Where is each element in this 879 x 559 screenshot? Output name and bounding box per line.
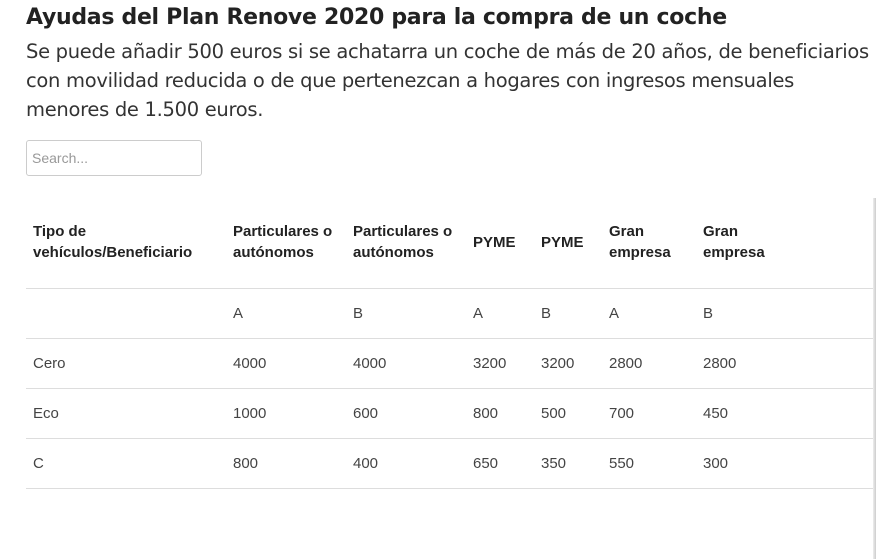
table-cell: 550 bbox=[602, 438, 696, 489]
table-cell: Cero bbox=[26, 338, 226, 389]
table-cell: 3200 bbox=[466, 338, 534, 389]
table-cell: A bbox=[226, 288, 346, 339]
column-header: Gran empresa bbox=[696, 196, 873, 289]
column-header-text: PYME bbox=[541, 233, 584, 251]
table-row: Eco 1000 600 800 500 700 450 bbox=[26, 388, 873, 439]
table-body: A B A B A B Cero 4000 4000 3200 3200 2800 2800 Eco 100… bbox=[26, 288, 873, 489]
table-cell: 4000 bbox=[346, 338, 466, 389]
table-cell: 2800 bbox=[696, 338, 873, 389]
table-cell: 600 bbox=[346, 388, 466, 439]
column-header-text: Particulares o autónomos bbox=[233, 223, 333, 261]
column-header: Gran empresa bbox=[602, 196, 696, 289]
scroll-edge bbox=[873, 198, 876, 559]
table-cell: 300 bbox=[696, 438, 873, 489]
subtitle: Se puede añadir 500 euros si se achatarr… bbox=[26, 40, 869, 121]
header-row: Tipo de vehículos/Beneficiario Particular… bbox=[26, 196, 873, 289]
table-cell: 3200 bbox=[534, 338, 602, 389]
table-cell: 2800 bbox=[602, 338, 696, 389]
column-header: PYME bbox=[466, 196, 534, 289]
title: Ayudas del Plan Renove 2020 para la comp… bbox=[26, 5, 727, 30]
table-cell: 350 bbox=[534, 438, 602, 489]
column-header: PYME bbox=[534, 196, 602, 289]
table-cell: 650 bbox=[466, 438, 534, 489]
table-cell bbox=[26, 288, 226, 339]
table-cell: 1000 bbox=[226, 388, 346, 439]
table-cell: Eco bbox=[26, 388, 226, 439]
column-header-text: Tipo de vehículos/Beneficiario bbox=[33, 223, 193, 261]
table-cell: C bbox=[26, 438, 226, 489]
column-header: Particulares o autónomos bbox=[226, 196, 346, 289]
table-cell: A bbox=[602, 288, 696, 339]
search-input[interactable]: Search... bbox=[26, 140, 202, 176]
table-cell: B bbox=[534, 288, 602, 339]
data-table: Tipo de vehículos/Beneficiario Particular… bbox=[26, 196, 873, 489]
table-cell: 800 bbox=[226, 438, 346, 489]
table-cell: B bbox=[696, 288, 873, 339]
column-header-text: Gran empresa bbox=[703, 223, 765, 261]
table-row: C 800 400 650 350 550 300 bbox=[26, 438, 873, 489]
column-header-text: Particulares o autónomos bbox=[353, 223, 453, 261]
column-header-text: Gran empresa bbox=[609, 223, 671, 261]
table-cell: 700 bbox=[602, 388, 696, 439]
table-cell: 450 bbox=[696, 388, 873, 439]
table-row: Cero 4000 4000 3200 3200 2800 2800 bbox=[26, 338, 873, 389]
table-cell: 4000 bbox=[226, 338, 346, 389]
column-header: Tipo de vehículos/Beneficiario bbox=[26, 196, 226, 289]
table-cell: 400 bbox=[346, 438, 466, 489]
table-cell: A bbox=[466, 288, 534, 339]
table-cell: 800 bbox=[466, 388, 534, 439]
column-header: Particulares o autónomos bbox=[346, 196, 466, 289]
column-header-text: PYME bbox=[473, 233, 516, 251]
table-cell: 500 bbox=[534, 388, 602, 439]
table-cell: B bbox=[346, 288, 466, 339]
